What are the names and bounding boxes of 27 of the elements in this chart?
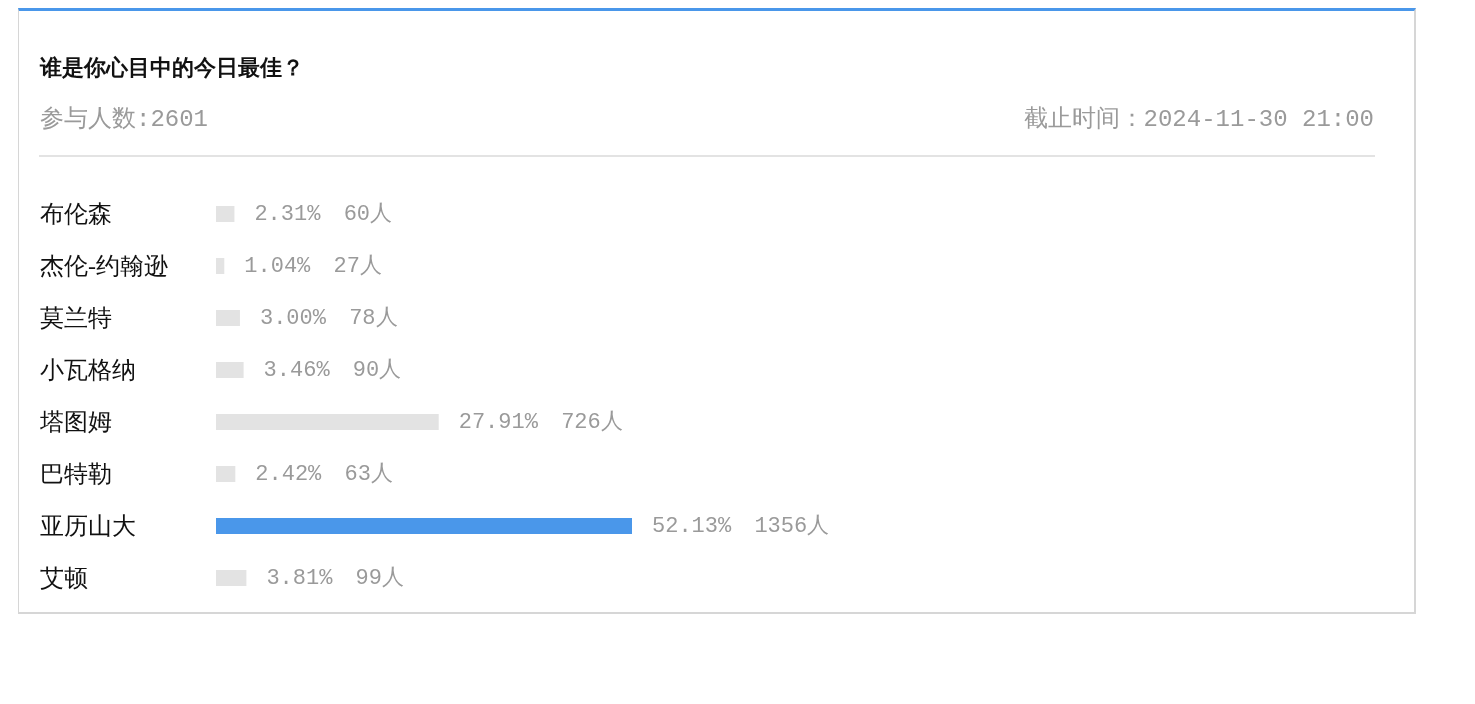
bar bbox=[216, 362, 244, 378]
bar bbox=[216, 258, 225, 274]
data-label: 3.81% 99人 bbox=[266, 565, 405, 591]
bar bbox=[216, 206, 235, 222]
data-label: 2.31% 60人 bbox=[254, 201, 393, 227]
bar bbox=[216, 310, 240, 326]
y-tick-label: 艾顿 bbox=[40, 565, 88, 591]
y-tick-label: 布伦森 bbox=[40, 201, 112, 227]
data-label: 3.00% 78人 bbox=[259, 305, 398, 331]
bar bbox=[216, 414, 439, 430]
y-tick-label: 莫兰特 bbox=[40, 305, 112, 331]
data-label: 2.42% 63人 bbox=[255, 461, 393, 487]
y-tick-label: 塔图姆 bbox=[39, 409, 112, 435]
y-tick-label: 亚历山大 bbox=[40, 513, 136, 539]
data-label: 27.91% 726人 bbox=[458, 409, 623, 435]
y-tick-label: 杰伦-约翰逊 bbox=[40, 253, 168, 279]
bar bbox=[216, 466, 236, 482]
bar bbox=[216, 518, 632, 534]
bar bbox=[216, 570, 247, 586]
chart-subtitle: 参与人数:2601 bbox=[40, 106, 209, 133]
data-label: 52.13% 1356人 bbox=[652, 513, 830, 539]
chart-title: 谁是你心目中的今日最佳？ bbox=[40, 55, 304, 80]
y-tick-label: 巴特勒 bbox=[40, 461, 112, 487]
data-label: 1.04% 27人 bbox=[244, 253, 382, 279]
data-label: 3.46% 90人 bbox=[263, 357, 402, 383]
y-tick-label: 小瓦格纳 bbox=[40, 357, 136, 383]
text: 截止时间：2024-11-30 21:00 bbox=[1023, 106, 1374, 133]
